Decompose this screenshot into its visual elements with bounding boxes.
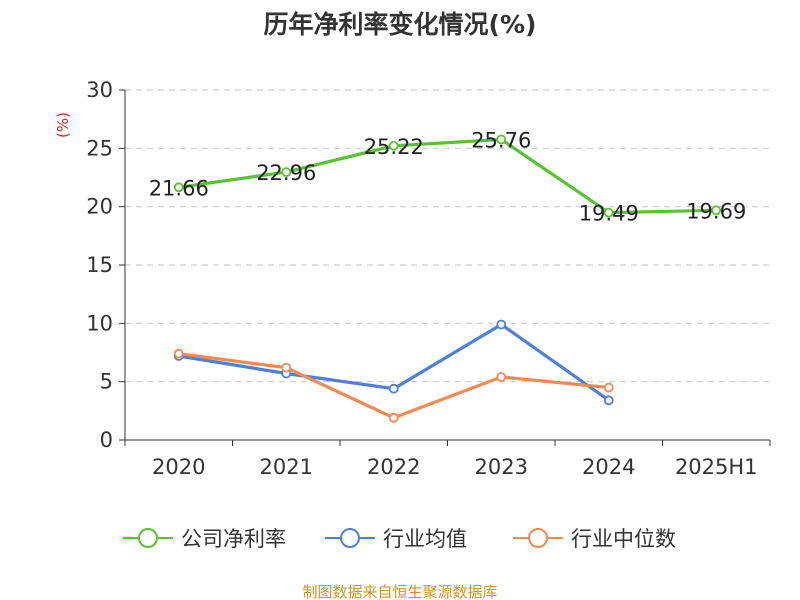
legend-marker (138, 528, 158, 548)
data-label: 22.96 (256, 161, 316, 185)
data-point (603, 395, 614, 406)
gridlines (125, 89, 770, 383)
x-tick-label: 2023 (475, 455, 528, 479)
data-label: 21.66 (149, 176, 209, 200)
y-tick-label: 20 (86, 195, 113, 219)
data-label: 25.76 (471, 128, 531, 152)
data-label: 19.69 (686, 199, 746, 223)
data-point (281, 362, 292, 373)
y-tick-label: 5 (100, 370, 113, 394)
data-labels: 21.66 22.96 25.22 25.76 19.49 19.69 (149, 128, 747, 225)
x-tick-label: 2021 (260, 455, 313, 479)
x-tick-label: 2020 (152, 455, 205, 479)
x-tick-label: 2024 (582, 455, 635, 479)
legend-marker (528, 528, 548, 548)
series-line (178, 137, 717, 215)
data-point (173, 182, 184, 193)
x-tick-label: 2025H1 (675, 455, 758, 479)
data-point (603, 382, 614, 393)
data-point (496, 134, 507, 145)
data-point (496, 372, 507, 382)
data-point (496, 319, 507, 330)
source-note: 制图数据来自恒生聚源数据库 (302, 583, 497, 600)
data-point (711, 205, 722, 216)
data-point (388, 383, 399, 394)
legend-label: 公司净利率 (181, 527, 286, 551)
data-point (603, 207, 614, 218)
y-axis-unit: (%) (54, 112, 72, 138)
legend-label: 行业均值 (383, 527, 467, 551)
legend-label: 行业中位数 (571, 527, 676, 551)
y-tick-label: 30 (86, 78, 113, 102)
x-tick-label: 2022 (367, 455, 420, 479)
series-lines (173, 134, 722, 423)
y-tick-label: 25 (86, 136, 113, 160)
y-tick-label: 10 (86, 311, 113, 335)
data-label: 19.49 (579, 202, 639, 226)
axes: 0 5 10 15 20 25 30 2020 2021 2022 2023 2024 2025H1 (86, 78, 771, 479)
data-point (173, 348, 184, 359)
data-point (388, 140, 399, 151)
y-tick-label: 0 (100, 428, 113, 452)
legend: 公司净利率 行业均值 行业中位数 (123, 527, 676, 551)
data-point (281, 167, 292, 178)
data-label: 25.22 (364, 135, 424, 159)
legend-marker (340, 528, 360, 548)
y-tick-label: 15 (86, 253, 113, 277)
data-point (388, 412, 399, 423)
chart-title: 历年净利率变化情况(%) (264, 10, 537, 39)
